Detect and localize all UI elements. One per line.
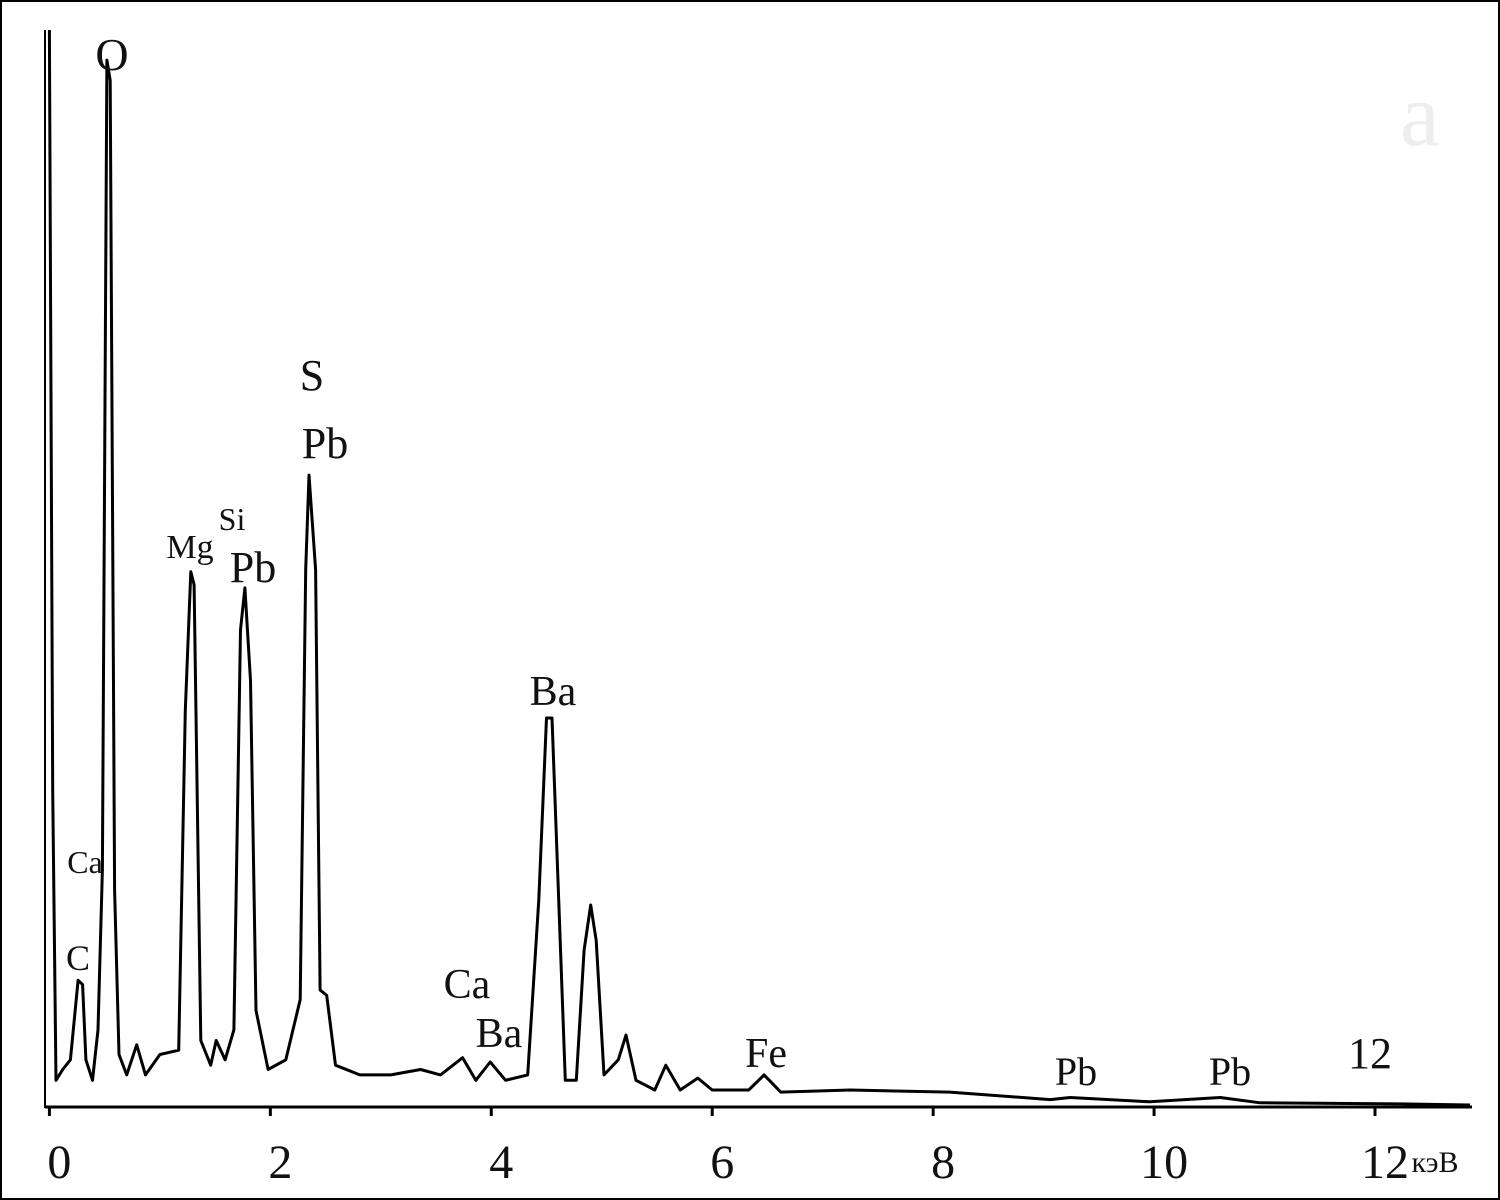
peak-label: Pb: [1055, 1049, 1097, 1094]
x-tick-label: 4: [489, 1136, 513, 1189]
x-tick-label: 2: [268, 1136, 292, 1189]
peak-label: S: [300, 351, 324, 400]
peak-label: Pb: [1209, 1049, 1251, 1094]
peak-label: Ba: [530, 669, 577, 715]
peak-label: Pb: [230, 543, 276, 592]
peak-label: Ca: [444, 962, 491, 1008]
peak-label: O: [95, 29, 128, 80]
peak-label: Ca: [67, 844, 103, 880]
peak-label: 12: [1348, 1029, 1392, 1078]
peak-label: Mg: [166, 529, 213, 566]
peak-label: C: [66, 938, 90, 978]
x-tick-label: 0: [47, 1136, 71, 1189]
x-tick-label: 8: [931, 1136, 955, 1189]
x-tick-label: 6: [710, 1136, 734, 1189]
spectrum-line: [47, 30, 1471, 1107]
x-tick-label: 12: [1361, 1136, 1409, 1189]
peak-label: Si: [219, 501, 246, 537]
x-axis-label: кэВ: [1411, 1146, 1458, 1179]
peak-label: Ba: [476, 1011, 523, 1057]
peak-label: Pb: [302, 419, 348, 468]
peak-label: Fe: [745, 1031, 787, 1077]
x-tick-label: 10: [1140, 1136, 1188, 1189]
peak-label: a: [1400, 66, 1440, 165]
